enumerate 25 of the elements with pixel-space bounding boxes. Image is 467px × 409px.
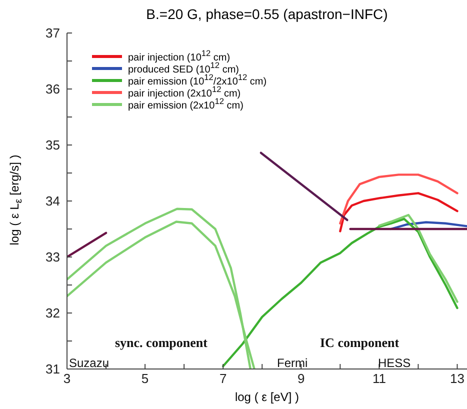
line-series (339, 192, 458, 232)
y-tick-label: 32 (46, 306, 60, 321)
y-tick-label: 34 (46, 194, 60, 209)
y-tick-label: 31 (46, 362, 60, 377)
x-tick-label: 7 (219, 371, 227, 386)
x-tick-label: 13 (450, 371, 464, 386)
line-series (222, 218, 458, 368)
chart-title: B.=20 G, phase=0.55 (apastron−INFC) (145, 6, 389, 22)
x-tick-label: 11 (372, 371, 386, 386)
x-axis-title: log ( ε [eV] ) (234, 390, 300, 404)
line-series (339, 174, 458, 224)
annotation: Fermi (277, 356, 308, 370)
x-tick-label: 5 (141, 371, 149, 386)
line-series (390, 221, 467, 230)
annotation: IC component (320, 335, 400, 351)
line-series (378, 214, 458, 303)
annotation: sync. component (115, 335, 208, 351)
x-tick-label: 9 (298, 371, 305, 386)
annotation: HESS (378, 356, 411, 370)
y-tick-label: 36 (46, 82, 60, 97)
y-tick-label: 37 (46, 26, 60, 41)
annotation: Suzazu (69, 356, 110, 370)
x-tick-label: 3 (63, 371, 71, 386)
y-tick-label: 35 (46, 138, 60, 153)
y-tick-label: 33 (46, 250, 60, 265)
